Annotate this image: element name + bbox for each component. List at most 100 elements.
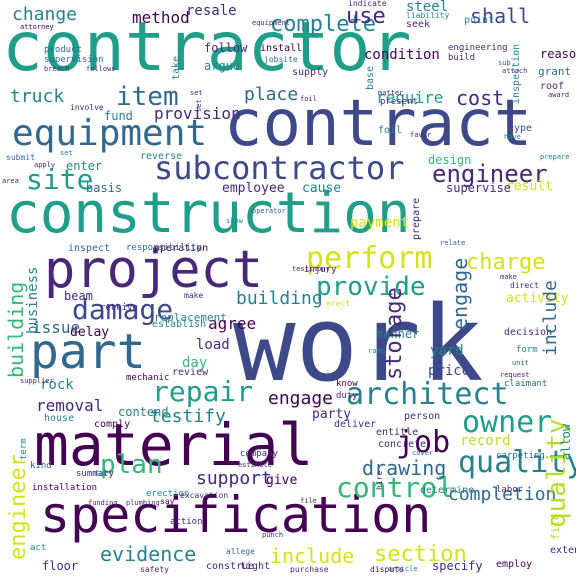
word-building: building xyxy=(4,281,28,378)
word-kw: apply xyxy=(34,161,56,169)
word-direct: operator xyxy=(252,207,286,215)
word-plan: quality xyxy=(458,445,576,480)
word-result: employee xyxy=(222,181,285,196)
word-control: plan xyxy=(100,450,163,480)
word-party: removal xyxy=(36,396,104,415)
word-beam: decision xyxy=(504,327,553,338)
word-funding: article xyxy=(388,565,418,573)
word-indicate: point xyxy=(464,15,495,26)
word-cover: duty xyxy=(336,391,358,401)
word-part: part xyxy=(30,324,146,380)
word-article: construe xyxy=(206,561,255,572)
word-allow: entitle xyxy=(376,427,419,438)
word-material: material xyxy=(34,411,314,479)
word-deliver: review xyxy=(172,367,209,378)
word-connection: hire xyxy=(375,470,384,490)
word-matter: supplier xyxy=(20,377,54,385)
word-method: provision xyxy=(154,104,241,123)
word-hire: attach xyxy=(502,67,528,75)
word-kind: labor xyxy=(496,485,524,495)
word-record: yard xyxy=(430,343,464,359)
word-operator: erect xyxy=(326,299,351,308)
word-foil: roof xyxy=(540,81,565,92)
word-engineering: inspection xyxy=(511,43,522,104)
word-type: foil xyxy=(378,125,403,136)
word-reason: build xyxy=(448,53,476,63)
word-testimony: receive xyxy=(100,303,138,313)
word-enter: fund xyxy=(104,109,133,123)
word-submit: foil xyxy=(300,95,317,103)
word-plumbing: employ xyxy=(496,559,533,570)
word-house: know xyxy=(336,379,358,389)
word-award: follows xyxy=(86,65,116,73)
word-person: house xyxy=(44,413,75,424)
word-change: require xyxy=(376,88,444,107)
word-determine: floor xyxy=(42,559,79,573)
word-specify: business xyxy=(25,266,41,334)
word-cause: enter xyxy=(66,159,103,173)
word-condition: resale xyxy=(186,3,237,19)
word-removal: delay xyxy=(70,325,110,340)
word-company: cover xyxy=(412,449,434,457)
word-relate: award xyxy=(548,91,570,99)
word-require: truck xyxy=(10,86,65,107)
word-unit: show xyxy=(226,217,243,225)
word-ramp: form xyxy=(516,345,538,355)
word-request: direct xyxy=(510,281,539,290)
word-give: contend xyxy=(118,405,169,419)
word-prepare: involve xyxy=(70,103,104,112)
word-supervise: cause xyxy=(302,181,342,196)
word-action: fall xyxy=(94,469,114,478)
word-punch: installation xyxy=(32,483,98,493)
word-excavation: file xyxy=(549,513,562,541)
word-perform: perform xyxy=(306,241,433,276)
word-comply: ramp xyxy=(368,347,385,355)
word-employee: basis xyxy=(86,181,123,195)
word-fund: follow xyxy=(204,41,248,55)
word-favor: submit xyxy=(6,153,35,162)
word-breach: plumbing xyxy=(126,499,160,507)
word-deny: set xyxy=(195,99,203,112)
word-follows: say xyxy=(160,497,175,506)
word-site: control xyxy=(336,471,455,504)
word-tight: punch xyxy=(262,531,284,539)
word-engage: engage xyxy=(448,257,472,330)
word-roof: grant xyxy=(538,65,572,78)
word-include: include xyxy=(540,280,561,356)
word-dispute: safety xyxy=(140,565,169,574)
word-shall: complete xyxy=(270,12,376,37)
word-job: job xyxy=(396,425,451,460)
word-program: set xyxy=(60,149,73,157)
word-steel: method xyxy=(132,8,190,27)
word-apply: take xyxy=(171,55,182,80)
word-present: have xyxy=(504,133,521,141)
word-operation: replacement xyxy=(154,311,227,324)
word-erection: allow xyxy=(559,423,573,460)
word-charge: shall xyxy=(470,4,531,28)
word-reverse: present xyxy=(380,97,418,107)
word-drawing: support xyxy=(196,468,272,489)
word-testify: section xyxy=(374,542,467,567)
word-install: supervision xyxy=(44,55,104,65)
word-file: dispute xyxy=(370,565,404,574)
word-fall: estimate xyxy=(238,461,272,469)
word-damage: charge xyxy=(466,250,546,275)
word-follow: steel xyxy=(406,0,449,15)
word-injury: indicate xyxy=(348,0,387,8)
word-design: determine xyxy=(420,485,475,496)
word-summary: company xyxy=(240,449,278,459)
word-position: jobsite xyxy=(264,55,298,64)
word-grant: reason xyxy=(540,47,576,61)
word-supply: install xyxy=(260,43,303,54)
word-subcontractor: subcontractor xyxy=(154,149,405,187)
word-term: kind xyxy=(30,461,52,471)
word-attach: breach xyxy=(44,65,70,73)
word-safety: act xyxy=(30,543,47,553)
word-supervision: inspect xyxy=(68,243,111,254)
word-evidence: include xyxy=(270,544,355,568)
word-jobsite: product xyxy=(44,45,82,55)
word-contend: rock xyxy=(40,377,74,393)
word-show: injury xyxy=(304,265,337,275)
word-payment: result xyxy=(506,179,553,194)
